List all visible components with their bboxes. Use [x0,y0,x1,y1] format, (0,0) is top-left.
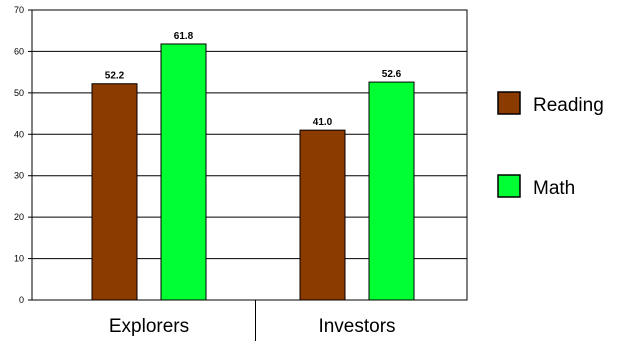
bar-math-explorers [160,43,207,301]
category-label: Explorers [109,316,189,337]
y-tick-label: 20 [14,212,24,222]
plot-frame [31,9,468,301]
bar-reading-explorers [91,83,138,301]
y-tick-label: 60 [14,46,24,56]
category-label: Investors [318,316,395,337]
data-label: 52.6 [382,69,402,80]
bars [91,43,415,301]
y-tick-label: 70 [14,5,24,15]
y-axis-ticks: 0 10 20 30 40 50 60 70 [14,5,32,305]
y-tick-label: 10 [14,254,24,264]
data-label: 41.0 [313,117,333,128]
y-tick-label: 0 [19,295,24,305]
data-label: 52.2 [105,71,125,82]
legend-label-math: Math [533,178,575,199]
x-axis-category-labels: Explorers Investors [109,316,396,337]
bar-reading-investors [299,129,346,301]
y-tick-label: 50 [14,88,24,98]
legend: Reading Math [497,91,604,199]
legend-swatch-math [497,174,521,198]
legend-label-reading: Reading [533,95,604,116]
y-tick-label: 30 [14,171,24,181]
data-labels: 52.2 61.8 41.0 52.6 [105,31,402,128]
legend-swatch-reading [497,91,521,115]
bar-math-investors [368,81,415,301]
y-tick-label: 40 [14,129,24,139]
data-label: 61.8 [174,31,194,42]
